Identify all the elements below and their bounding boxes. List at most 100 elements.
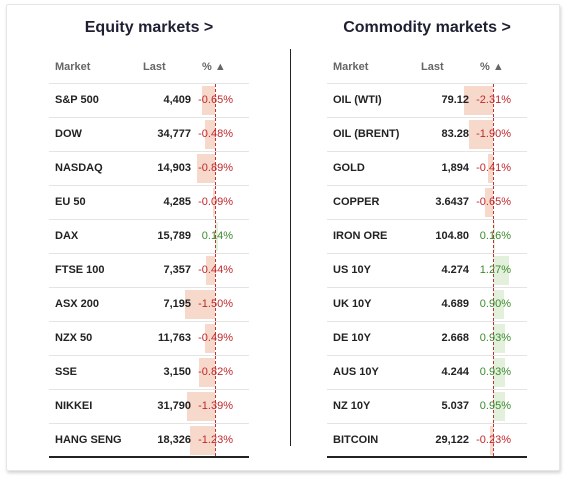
last-price: 3,150	[163, 366, 191, 378]
last-price: 2.668	[441, 332, 469, 344]
table-row[interactable]: NIKKEI 31,790 -1.39%	[49, 389, 249, 423]
market-name: UK 10Y	[333, 298, 372, 310]
change-bar	[484, 188, 493, 217]
last-price: 1,894	[441, 162, 469, 174]
change-bar	[493, 256, 509, 285]
market-name: NZX 50	[55, 332, 93, 344]
last-price: 104.80	[435, 230, 469, 242]
last-price: 29,122	[435, 434, 469, 446]
zero-axis-line	[215, 118, 216, 151]
table-row[interactable]: NASDAQ 14,903 -0.89%	[49, 151, 249, 185]
change-bar	[464, 86, 493, 115]
table-row[interactable]: DAX 15,789 0.14%	[49, 219, 249, 253]
table-row[interactable]: HANG SENG 18,326 -1.23%	[49, 423, 249, 458]
zero-axis-line	[493, 186, 494, 219]
market-name: AUS 10Y	[333, 366, 379, 378]
zero-axis-line	[215, 424, 216, 456]
market-name: NIKKEI	[55, 400, 93, 412]
table-row[interactable]: AUS 10Y 4.244 0.93%	[327, 355, 527, 389]
market-name: BITCOIN	[333, 434, 379, 446]
percent-column-header[interactable]: % ▲	[480, 61, 504, 73]
zero-axis-line	[493, 84, 494, 117]
zero-axis-line	[215, 288, 216, 321]
market-column-header[interactable]: Market	[55, 61, 91, 73]
market-name: DE 10Y	[333, 332, 371, 344]
last-price: 4,285	[163, 196, 191, 208]
last-price: 3.6437	[435, 196, 469, 208]
table-row[interactable]: GOLD 1,894 -0.41%	[327, 151, 527, 185]
table-row[interactable]: DE 10Y 2.668 0.93%	[327, 321, 527, 355]
table-row[interactable]: UK 10Y 4.689 0.90%	[327, 287, 527, 321]
change-bar	[490, 426, 493, 455]
zero-axis-line	[215, 356, 216, 389]
market-name: EU 50	[55, 196, 86, 208]
market-name: US 10Y	[333, 264, 371, 276]
table-row[interactable]: NZX 50 11,763 -0.49%	[49, 321, 249, 355]
percent-column-header[interactable]: % ▲	[202, 61, 226, 73]
change-bar	[493, 290, 505, 319]
change-bar	[205, 324, 215, 353]
market-name: NASDAQ	[55, 162, 103, 174]
table-row[interactable]: IRON ORE 104.80 0.16%	[327, 219, 527, 253]
last-price: 79.12	[441, 94, 469, 106]
last-column-header[interactable]: Last	[421, 61, 444, 73]
percent-change: 0.93%	[479, 332, 511, 344]
zero-axis-line	[493, 254, 494, 287]
market-column-header[interactable]: Market	[333, 61, 369, 73]
percent-change: -0.48%	[198, 128, 233, 140]
last-price: 5.037	[441, 400, 469, 412]
commodity-table-header: Market Last % ▲	[327, 57, 527, 83]
change-bar	[198, 358, 215, 387]
table-row[interactable]: ASX 200 7,195 -1.50%	[49, 287, 249, 321]
zero-axis-line	[215, 186, 216, 219]
change-bar	[202, 86, 215, 115]
zero-axis-line	[493, 220, 494, 253]
percent-change: 0.16%	[479, 230, 511, 242]
table-row[interactable]: OIL (WTI) 79.12 -2.31%	[327, 83, 527, 117]
percent-change: -1.90%	[476, 128, 511, 140]
last-price: 15,789	[157, 230, 191, 242]
table-row[interactable]: NZ 10Y 5.037 0.95%	[327, 389, 527, 423]
zero-axis-line	[215, 152, 216, 185]
table-row[interactable]: US 10Y 4.274 1.27%	[327, 253, 527, 287]
zero-axis-line	[215, 322, 216, 355]
change-bar	[213, 188, 215, 217]
zero-axis-line	[493, 390, 494, 423]
table-row[interactable]: OIL (BRENT) 83.28 -1.90%	[327, 117, 527, 151]
table-row[interactable]: S&P 500 4,409 -0.65%	[49, 83, 249, 117]
change-bar	[493, 222, 495, 251]
percent-change: -0.44%	[198, 264, 233, 276]
market-name: OIL (BRENT)	[333, 128, 400, 140]
change-bar	[493, 358, 505, 387]
change-bar	[205, 120, 215, 149]
last-column-header[interactable]: Last	[143, 61, 166, 73]
percent-change: 0.14%	[201, 230, 233, 242]
market-name: S&P 500	[55, 94, 99, 106]
table-row[interactable]: EU 50 4,285 -0.09%	[49, 185, 249, 219]
percent-change: -0.49%	[198, 332, 233, 344]
market-name: DOW	[55, 128, 82, 140]
table-row[interactable]: BITCOIN 29,122 -0.23%	[327, 423, 527, 458]
table-row[interactable]: COPPER 3.6437 -0.65%	[327, 185, 527, 219]
change-bar	[215, 222, 218, 251]
market-name: FTSE 100	[55, 264, 105, 276]
table-row[interactable]: DOW 34,777 -0.48%	[49, 117, 249, 151]
last-price: 18,326	[157, 434, 191, 446]
percent-change: -1.50%	[198, 298, 233, 310]
percent-change: -0.65%	[198, 94, 233, 106]
last-price: 31,790	[157, 400, 191, 412]
market-name: DAX	[55, 230, 79, 242]
equity-table-body: S&P 500 4,409 -0.65% DOW 34,777 -0.48% NASDAQ 1…	[49, 83, 249, 458]
table-row[interactable]: SSE 3,150 -0.82%	[49, 355, 249, 389]
change-bar	[493, 324, 505, 353]
last-price: 7,195	[163, 298, 191, 310]
change-bar	[487, 154, 493, 183]
last-price: 14,903	[157, 162, 191, 174]
table-row[interactable]: FTSE 100 7,357 -0.44%	[49, 253, 249, 287]
markets-widget: Equity markets > Market Last % ▲ S&P 500…	[6, 4, 560, 471]
equity-markets-link[interactable]: Equity markets >	[84, 19, 214, 36]
percent-change: -1.39%	[198, 400, 233, 412]
commodity-markets-link[interactable]: Commodity markets >	[343, 19, 511, 36]
market-name: NZ 10Y	[333, 400, 371, 412]
change-bar	[185, 290, 215, 319]
